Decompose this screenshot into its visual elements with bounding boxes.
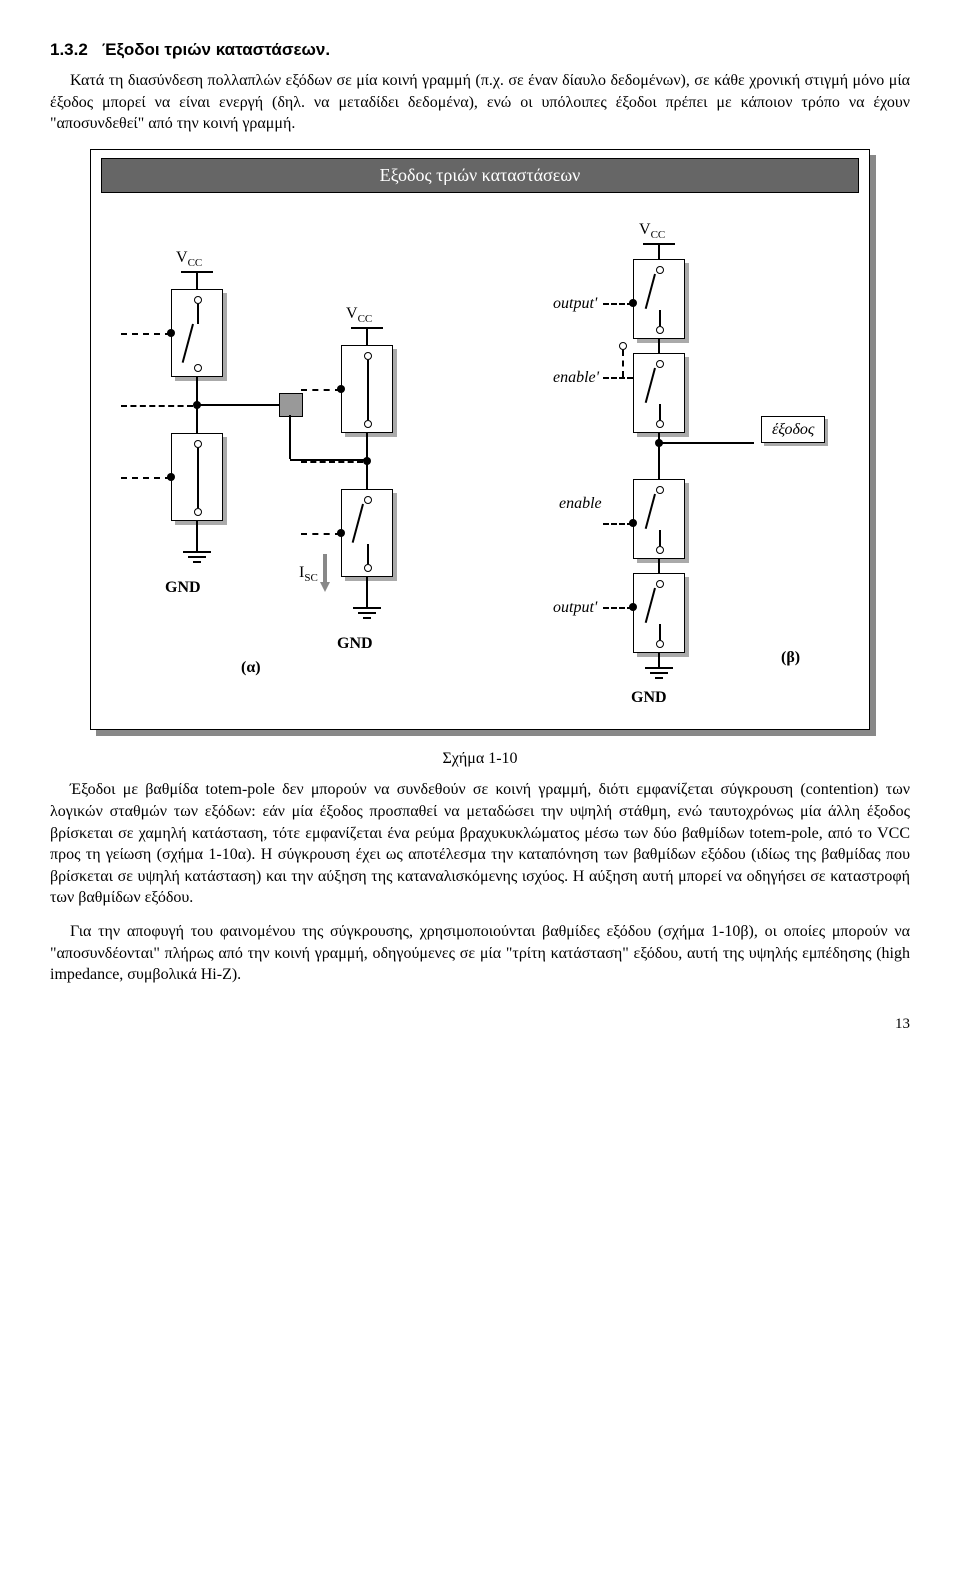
beta-label: (β) xyxy=(781,649,800,667)
section-title: Έξοδοι τριών καταστάσεων. xyxy=(102,40,330,59)
short-circuit-node xyxy=(279,393,303,417)
paragraph-2: Έξοδοι με βαθμίδα totem-pole δεν μπορούν… xyxy=(50,779,910,909)
vcc-label-mid: VCC xyxy=(346,305,372,325)
alpha-label: (α) xyxy=(241,659,261,677)
figure-title: Εξοδος τριών καταστάσεων xyxy=(101,158,859,193)
vcc-label-left: VCC xyxy=(176,249,202,269)
enable-label: enable xyxy=(559,495,602,513)
vcc-label-right: VCC xyxy=(639,221,665,241)
exodos-label: έξοδος xyxy=(761,421,825,439)
section-heading: 1.3.2 Έξοδοι τριών καταστάσεων. xyxy=(50,40,910,60)
isc-arrow-icon xyxy=(320,582,330,592)
tri-state-diagram: VCC xyxy=(101,199,859,719)
figure-1-10: Εξοδος τριών καταστάσεων VCC xyxy=(90,149,870,730)
gnd-label-left: GND xyxy=(165,579,201,597)
gnd-label-right: GND xyxy=(631,689,667,707)
paragraph-3: Για την αποφυγή του φαινομένου της σύγκρ… xyxy=(50,921,910,986)
output-prime-top-label: output' xyxy=(553,295,597,313)
paragraph-1: Κατά τη διασύνδεση πολλαπλών εξόδων σε μ… xyxy=(50,70,910,135)
isc-label: ISC xyxy=(299,564,318,584)
enable-prime-label: enable' xyxy=(553,369,599,387)
output-prime-bottom-label: output' xyxy=(553,599,597,617)
figure-caption: Σχήμα 1-10 xyxy=(50,748,910,770)
page-number: 13 xyxy=(50,1016,910,1033)
section-number: 1.3.2 xyxy=(50,40,88,59)
gnd-label-mid: GND xyxy=(337,635,373,653)
